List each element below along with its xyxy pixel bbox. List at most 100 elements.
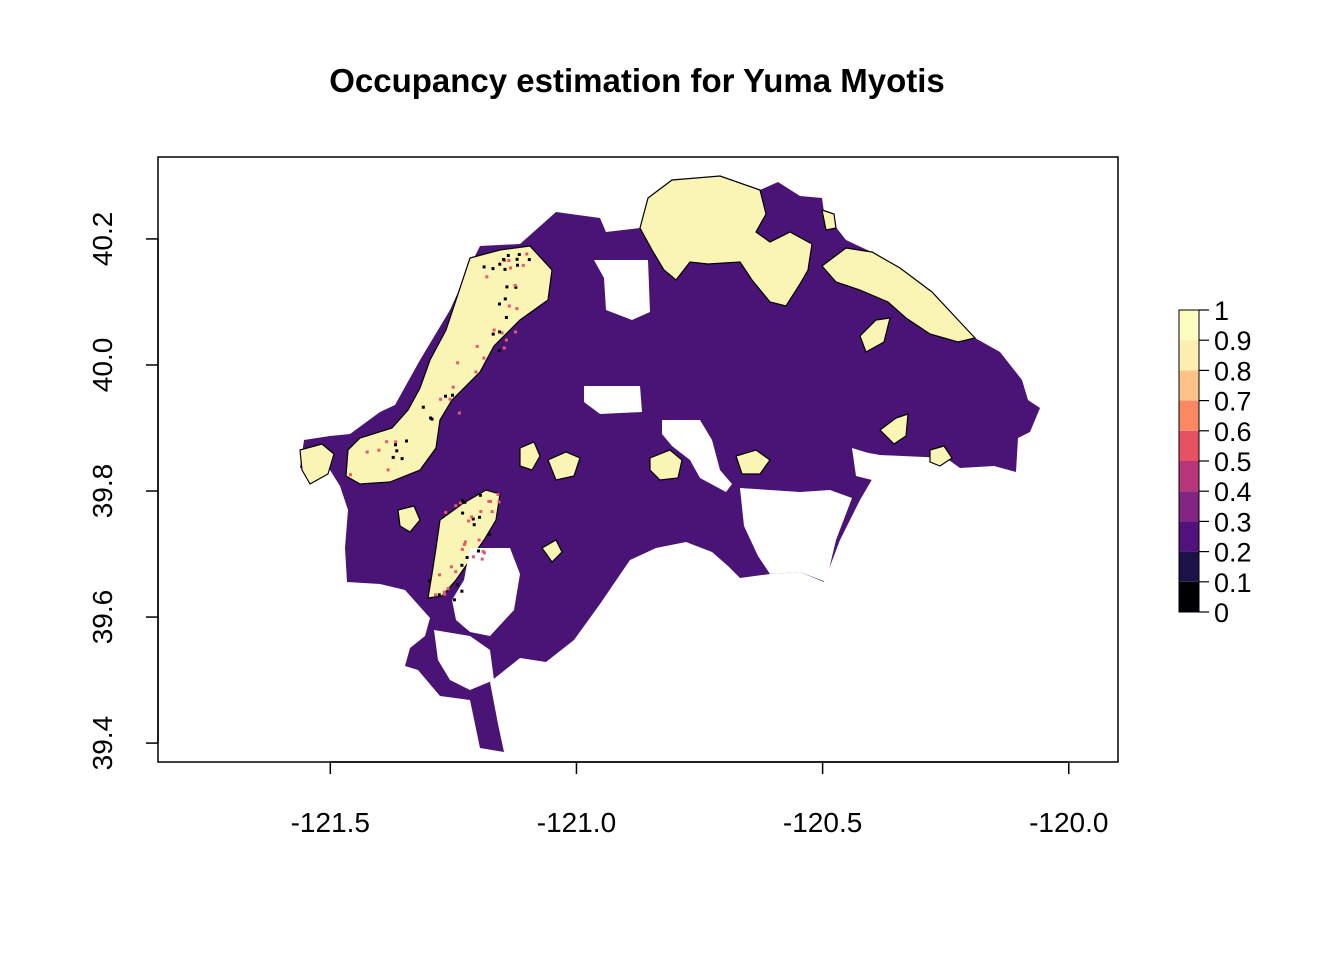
raster-speckle-43 [377,448,381,452]
raster-speckle-79 [478,493,482,497]
raster-speckle-64 [489,500,492,503]
legend-label-0: 0 [1214,598,1229,628]
legend-swatch-8 [1179,340,1199,371]
raster-speckle-67 [479,510,483,513]
raster-speckle-88 [437,593,441,597]
raster-speckle-52 [394,443,397,447]
hole-mid-small [662,420,732,492]
legend-swatch-7 [1179,370,1199,401]
raster-speckle-91 [443,592,447,596]
raster-speckle-80 [488,533,492,537]
raster-speckle-86 [472,555,475,559]
raster-speckle-31 [502,346,506,350]
raster-speckle-55 [429,416,433,420]
raster-speckle-38 [444,394,447,398]
legend-swatch-3 [1179,491,1199,522]
raster-speckle-92 [460,589,464,593]
raster-speckle-61 [471,517,475,521]
raster-speckle-72 [478,515,481,519]
raster-speckle-23 [513,284,517,287]
raster-speckle-78 [460,547,464,551]
high-patch-small-10 [821,209,837,231]
raster-speckle-44 [391,455,395,459]
raster-speckle-57 [463,500,467,504]
hole-south-east [740,488,852,582]
raster-speckle-21 [515,257,519,261]
raster-speckle-51 [349,473,352,477]
raster-speckle-30 [474,370,478,374]
raster-speckle-58 [496,493,500,496]
raster-speckle-20 [515,307,519,311]
high-patch-west-lobe [299,443,335,485]
high-patch-north-crest [639,175,813,307]
raster-speckle-69 [467,519,471,523]
raster-speckle-25 [498,302,501,306]
raster-speckle-9 [485,275,489,279]
raster-speckle-36 [457,411,461,415]
raster-speckle-63 [454,504,458,508]
legend-swatch-6 [1179,400,1199,431]
raster-speckle-6 [521,263,525,267]
raster-speckle-60 [444,510,448,514]
legend-label-8: 0.8 [1214,356,1252,386]
hole-southwest-block [452,548,520,636]
high-patch-small-2 [519,441,541,471]
raster-speckle-28 [439,397,443,401]
raster-speckle-35 [497,349,501,353]
raster-speckle-53 [421,405,425,409]
raster-speckle-87 [454,570,458,574]
raster-speckle-0 [482,265,486,269]
x-tick-label-1: -121.0 [537,807,616,838]
high-patch-small-1 [397,505,421,533]
y-tick-label-0: 39.4 [87,716,118,771]
raster-speckle-5 [525,252,529,256]
raster-speckle-18 [498,330,502,334]
y-tick-label-1: 39.6 [87,590,118,645]
raster-speckle-59 [459,501,462,505]
raster-speckle-66 [461,511,465,515]
raster-speckle-13 [516,263,519,267]
raster-speckle-49 [385,440,389,444]
high-patch-small-4 [649,449,683,481]
raster-speckle-15 [514,285,518,289]
raster-speckle-68 [490,510,494,514]
raster-speckle-50 [386,468,390,472]
hole-east-tail [852,448,886,480]
legend-label-2: 0.2 [1214,538,1252,568]
raster-speckle-54 [405,439,408,443]
raster-speckles [349,252,531,602]
raster-speckle-7 [527,258,531,262]
raster-speckle-12 [502,258,506,261]
raster-speckle-24 [514,330,517,334]
high-patch-small-7 [929,445,953,467]
raster-speckle-62 [461,499,464,503]
raster-speckle-17 [507,304,511,308]
legend-label-4: 0.4 [1214,477,1252,507]
raster-speckle-14 [505,285,509,289]
raster-speckle-16 [500,331,504,335]
raster-speckle-74 [477,538,481,542]
y-tick-label-3: 40.0 [87,338,118,393]
raster-speckle-85 [455,583,459,587]
raster-speckle-2 [509,266,512,270]
hole-center-block [584,386,642,414]
chart-title: Occupancy estimation for Yuma Myotis [329,62,945,99]
raster-speckle-10 [517,253,521,256]
raster-speckle-84 [442,590,446,594]
high-patch-small-5 [735,449,771,475]
raster-speckle-39 [448,397,452,401]
raster-speckle-70 [470,515,474,519]
raster-speckle-76 [472,523,476,527]
raster-speckle-65 [497,500,501,504]
raster-speckle-42 [400,457,404,461]
raster-speckle-97 [460,563,464,567]
raster-speckle-46 [395,449,399,453]
raster-speckle-4 [491,267,495,271]
hole-southwest-lower [434,630,494,690]
raster-speckle-83 [463,540,467,544]
raster-speckle-75 [465,556,469,559]
raster-speckle-95 [452,598,456,602]
raster-speckle-41 [482,356,486,360]
legend-label-5: 0.5 [1214,447,1252,477]
